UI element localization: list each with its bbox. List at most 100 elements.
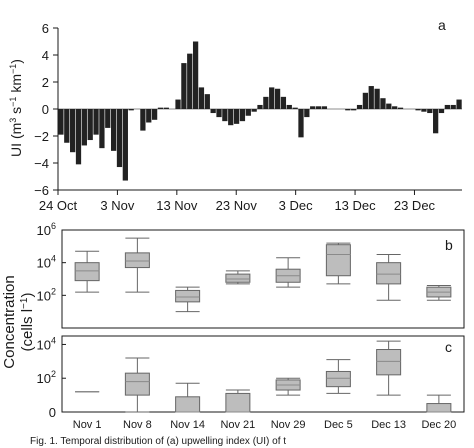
ui-bar: [362, 92, 369, 109]
figure-caption: Fig. 1. Temporal distribution of (a) upw…: [30, 436, 286, 447]
ui-bar: [444, 104, 450, 109]
concentration-axis-title: Concentration (cells l−1): [1, 275, 36, 368]
boxplot-nov-14: [175, 382, 201, 413]
boxplot-nov-8: [124, 357, 150, 413]
panel-c-boxes: [75, 340, 452, 413]
y-tick-label: 102: [37, 369, 56, 386]
boxplot-dec-5: [325, 242, 351, 285]
ui-bar: [216, 109, 222, 118]
boxplot-nov-14: [175, 286, 201, 313]
ui-bar: [374, 88, 380, 109]
ui-bar: [310, 106, 316, 109]
ui-bar: [140, 109, 146, 131]
ylabel-mid1: s: [8, 107, 24, 118]
conc-label-line1: Concentration: [1, 275, 18, 368]
box-iqr: [225, 392, 251, 413]
y-tick-label: 104: [37, 254, 56, 271]
box-iqr: [426, 403, 452, 413]
y-tick-label: 104: [37, 335, 56, 352]
ui-bar: [421, 109, 427, 112]
ui-bar: [210, 109, 216, 114]
boxplot-nov-8: [124, 237, 150, 293]
y-tick-label: 4: [42, 48, 49, 63]
ui-bar: [280, 96, 287, 109]
tick-exponent: 4: [51, 335, 56, 345]
conc-label-base: (cells l: [19, 309, 36, 352]
tick-base: 10: [37, 288, 51, 303]
ui-bar: [257, 104, 263, 109]
ui-bar: [356, 104, 363, 109]
ui-bar: [146, 109, 152, 123]
panel-a-label: a: [438, 17, 446, 33]
ui-bar: [58, 109, 64, 135]
boxplot-nov-21: [225, 389, 251, 413]
x-category-label: Nov 14: [170, 419, 205, 431]
ui-bar: [87, 109, 93, 141]
ui-bar: [438, 109, 445, 114]
ylabel-exp1: 3: [8, 118, 18, 123]
ui-bar: [128, 109, 134, 111]
ui-bar: [286, 104, 292, 109]
y-tick-label: −6: [34, 183, 49, 198]
conc-label-line2: (cells l−1): [19, 293, 36, 352]
ui-bar: [157, 107, 164, 109]
ui-bar: [415, 109, 421, 111]
panel-a-x-ticks: 24 Oct 3 Nov 13 Nov 23 Nov 3 Dec 13 Dec 23 Dec: [39, 190, 436, 213]
x-category-label: Nov 8: [123, 419, 152, 431]
ui-bar: [151, 109, 158, 120]
box-iqr: [175, 396, 201, 413]
ui-bar: [181, 63, 187, 109]
ui-bar: [111, 109, 117, 151]
ui-bar: [75, 109, 82, 165]
x-tick-label: 3 Nov: [100, 198, 134, 213]
box-iqr: [376, 349, 402, 376]
box-iqr: [325, 370, 351, 388]
ui-bar: [70, 109, 76, 153]
tick-base: 10: [37, 256, 51, 271]
y-tick-label: 102: [37, 286, 56, 303]
boxplot-dec-20: [426, 394, 452, 413]
x-tick-label: 23 Dec: [394, 198, 436, 213]
boxplot-nov-29: [275, 257, 301, 288]
ui-bar: [228, 109, 234, 126]
ui-bar: [198, 87, 205, 109]
panel-a-y-ticks: 6 4 2 0 −2 −4 −6: [34, 21, 58, 198]
ui-bar: [450, 104, 456, 109]
ui-bar: [192, 41, 199, 109]
x-category-label: Dec 13: [371, 419, 406, 431]
ui-bar: [233, 109, 240, 124]
panel-c-label: c: [445, 339, 452, 355]
panel-b-label: b: [445, 237, 453, 253]
ui-bar: [345, 109, 351, 111]
ui-bar: [81, 109, 87, 146]
x-tick-label: 23 Nov: [216, 198, 258, 213]
box-iqr: [325, 244, 351, 277]
box-iqr: [175, 289, 201, 303]
ui-bar: [116, 109, 123, 168]
ui-bar: [368, 86, 374, 109]
conc-label-end: ): [19, 293, 36, 298]
ui-bar: [245, 109, 251, 116]
ylabel-mid2: km: [8, 74, 24, 97]
ui-bar: [351, 109, 357, 111]
box-iqr: [376, 262, 402, 285]
x-category-label: Dec 5: [324, 419, 353, 431]
ui-bar: [163, 107, 169, 109]
y-tick-label: 6: [42, 21, 49, 36]
panel-c-x-labels: Nov 1 Nov 8 Nov 14 Nov 21 Nov 29 Dec 5 Dec 13 D…: [73, 419, 457, 431]
x-category-label: Nov 21: [220, 419, 255, 431]
ui-bar: [187, 53, 193, 109]
tick-base: 10: [37, 371, 51, 386]
ui-bar: [433, 109, 439, 134]
ui-bar: [99, 109, 105, 149]
x-tick-label: 3 Dec: [279, 198, 313, 213]
conc-label-exp: −1: [19, 297, 30, 309]
x-tick-label: 24 Oct: [39, 198, 78, 213]
panel-c-frame: [61, 335, 465, 413]
panel-a-upwelling-chart: a 6 4 2 0 −2 −4 −6 24 Oct 3 Nov 13 Nov 23 Nov 3 De…: [8, 17, 462, 213]
ylabel-base: UI (m: [8, 123, 24, 157]
ui-bar: [315, 106, 322, 109]
panel-a-bars: [58, 41, 462, 181]
